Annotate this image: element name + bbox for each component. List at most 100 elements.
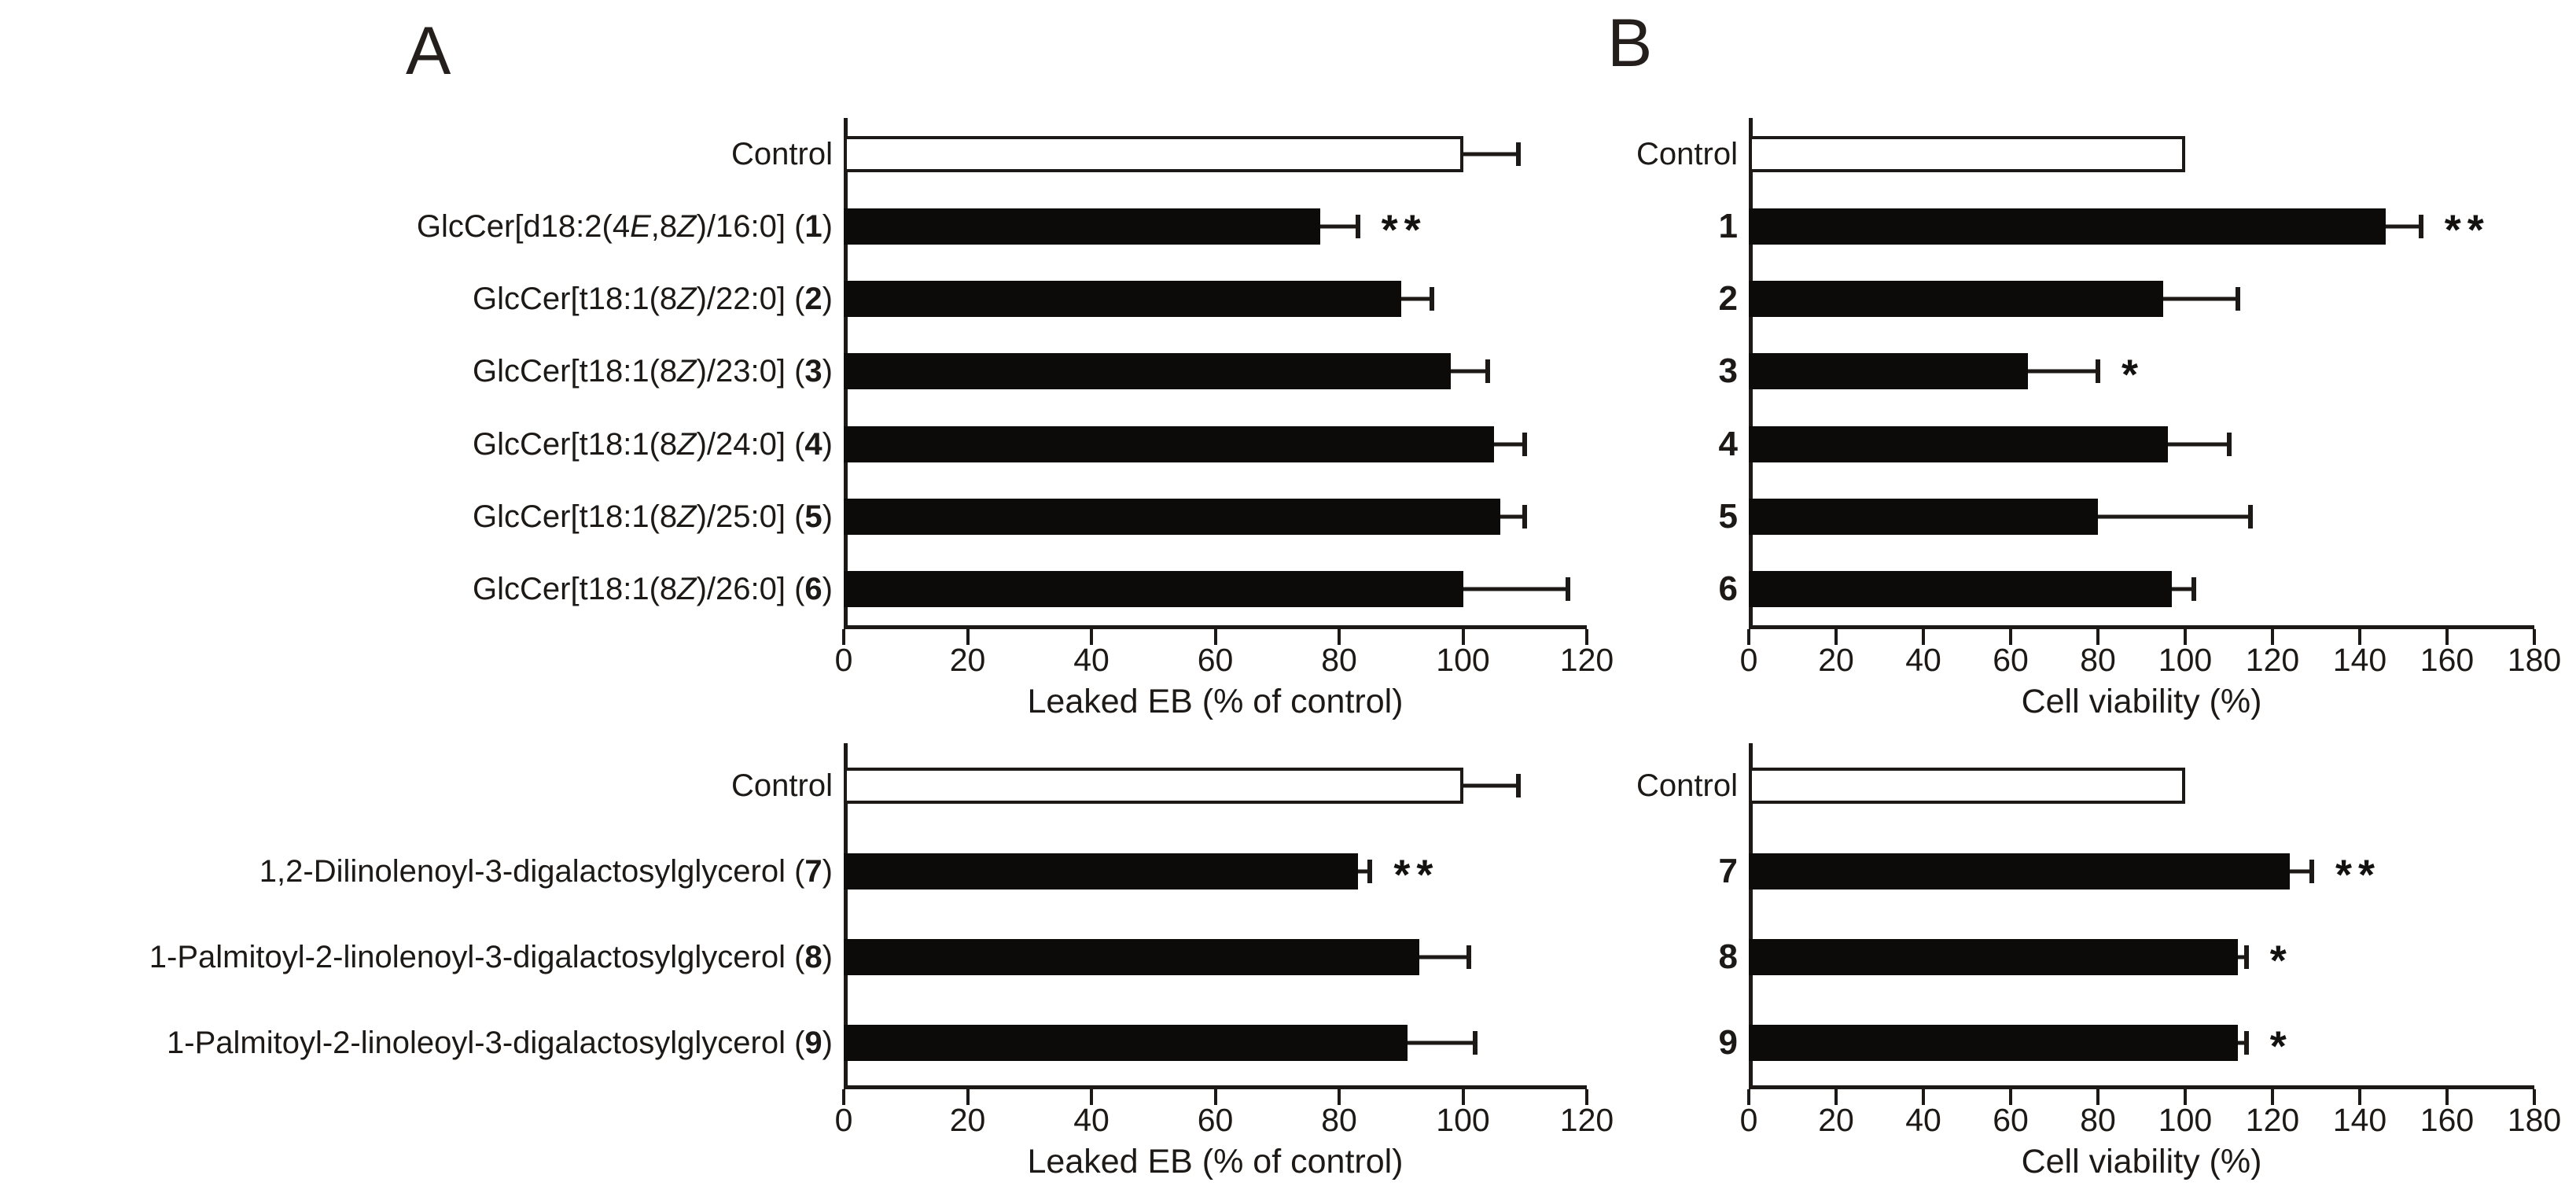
bar (1749, 425, 2168, 462)
category-label: GlcCer[t18:1(8Z)/22:0] (2) (473, 282, 833, 316)
bar-row: GlcCer[t18:1(8Z)/23:0] (3) (473, 335, 1587, 407)
error-bar-line (2237, 955, 2247, 959)
x-tick-label: 140 (2332, 1102, 2387, 1138)
category-label-segment: GlcCer[d18:2(4 (416, 209, 631, 245)
error-bar-cap (1516, 142, 1522, 167)
category-label: 6 (1718, 569, 1738, 608)
error-bar-line (1463, 152, 1519, 157)
category-label-segment: Z (677, 499, 697, 534)
bar-row: GlcCer[d18:2(4E,8Z)/16:0] (1) ** (417, 190, 1587, 263)
category-label: GlcCer[t18:1(8Z)/26:0] (6) (473, 572, 833, 606)
category-label: 8 (1719, 937, 1738, 976)
x-tick (842, 1089, 845, 1105)
category-label-segment: 2 (804, 282, 822, 317)
category-label: GlcCer[t18:1(8Z)/23:0] (3) (473, 354, 833, 389)
error-bar-cap (2243, 1030, 2249, 1055)
x-tick (1213, 1089, 1217, 1105)
bar-row: 9 * (1719, 1000, 2534, 1085)
significance-marker: ** (2444, 206, 2490, 254)
x-tick (1747, 1089, 1750, 1105)
error-bar-line (2163, 296, 2238, 301)
category-label-segment: ,8 (650, 209, 678, 245)
category-label-segment: Control (731, 137, 833, 172)
error-bar-cap (1516, 774, 1522, 798)
control-bar (844, 768, 1463, 805)
x-tick (1338, 1089, 1341, 1105)
category-label-segment: ) (822, 1025, 833, 1060)
category-label: 4 (1719, 425, 1738, 462)
category-label-segment: Control (731, 768, 833, 804)
category-label: Control (731, 137, 833, 171)
x-tick-label: 0 (834, 642, 853, 678)
category-label-segment: ) (822, 854, 833, 890)
x-tick-label: 40 (1073, 642, 1110, 678)
category-label-segment: 9 (804, 1025, 822, 1060)
error-bar-line (1320, 224, 1358, 229)
category-label: 7 (1719, 852, 1738, 890)
category-label-segment: Z (677, 571, 697, 606)
category-label-segment: )/25:0] ( (696, 499, 805, 534)
category-label-segment: ) (822, 939, 833, 974)
x-tick-label: 100 (1436, 1102, 1490, 1138)
x-tick (2096, 1089, 2099, 1105)
x-tick (1461, 1089, 1465, 1105)
category-label-segment: ) (822, 571, 833, 606)
category-label-segment: 9 (1718, 1022, 1738, 1062)
category-label-segment: Z (677, 354, 697, 389)
bar-row: Control (1636, 118, 2534, 190)
x-tick (1461, 629, 1465, 645)
category-label: 1,2-Dilinolenoyl-3-digalactosylglycerol … (259, 854, 833, 889)
error-bar-cap (2096, 359, 2100, 384)
panel-a-label: A (406, 13, 451, 89)
x-tick (2358, 629, 2361, 645)
x-tick (1922, 629, 1925, 645)
category-label: 2 (1719, 279, 1738, 318)
bar (844, 353, 1451, 390)
control-bar (1749, 768, 2185, 805)
x-tick-label: 180 (2507, 642, 2562, 678)
x-tick (1585, 629, 1588, 645)
bar (844, 208, 1321, 245)
x-tick-label: 80 (1321, 1102, 1357, 1138)
bar-row: GlcCer[t18:1(8Z)/24:0] (4) (473, 408, 1587, 481)
category-label-segment: 6 (1718, 569, 1738, 608)
x-axis (844, 625, 1587, 629)
x-tick-label: 140 (2332, 642, 2387, 678)
category-label-segment: 1 (1718, 207, 1738, 246)
x-tick (1922, 1089, 1925, 1105)
category-label-segment: GlcCer[t18:1(8 (473, 354, 678, 389)
error-bar-line (1463, 587, 1569, 591)
error-bar-line (1493, 442, 1525, 447)
x-tick (2533, 1089, 2536, 1105)
x-tick-label: 80 (1321, 642, 1357, 678)
significance-marker: * (2269, 937, 2293, 985)
x-axis-title: Leaked EB (% of control) (1027, 1143, 1404, 1180)
chart-cell-viability-glycerol: 0 20 40 60 80 100 120 140 160 180 Cell viability (… (1636, 743, 2561, 1180)
x-tick (966, 629, 970, 645)
error-bar-cap (2243, 945, 2249, 969)
x-tick-label: 60 (1197, 1102, 1234, 1138)
x-tick-label: 160 (2420, 642, 2475, 678)
x-tick-label: 120 (2245, 1102, 2300, 1138)
error-bar-cap (1566, 576, 1571, 601)
control-bar (844, 136, 1463, 173)
x-axis-title: Cell viability (%) (2021, 1143, 2262, 1180)
category-label-segment: 7 (804, 854, 822, 890)
bar-row: 1 ** (1719, 190, 2534, 263)
category-label: GlcCer[t18:1(8Z)/24:0] (4) (473, 427, 833, 462)
x-tick-label: 100 (2158, 642, 2213, 678)
category-label-segment: 5 (804, 499, 822, 534)
category-label-segment: 1,2-Dilinolenoyl-3-digalactosylglycerol … (259, 854, 805, 890)
x-tick-label: 40 (1073, 1102, 1110, 1138)
category-label-segment: 6 (804, 571, 822, 606)
x-tick (2445, 1089, 2449, 1105)
x-tick-label: 120 (1559, 1102, 1614, 1138)
category-label-segment: 5 (1718, 496, 1738, 536)
bar (1749, 353, 2029, 390)
significance-marker: * (2269, 1022, 2293, 1070)
category-label-segment: 8 (804, 939, 822, 974)
category-label-segment: 1-Palmitoyl-2-linolenoyl-3-digalactosylg… (149, 939, 805, 974)
significance-marker: ** (2335, 851, 2381, 899)
bar (1749, 853, 2291, 890)
category-label-segment: E (630, 209, 651, 245)
